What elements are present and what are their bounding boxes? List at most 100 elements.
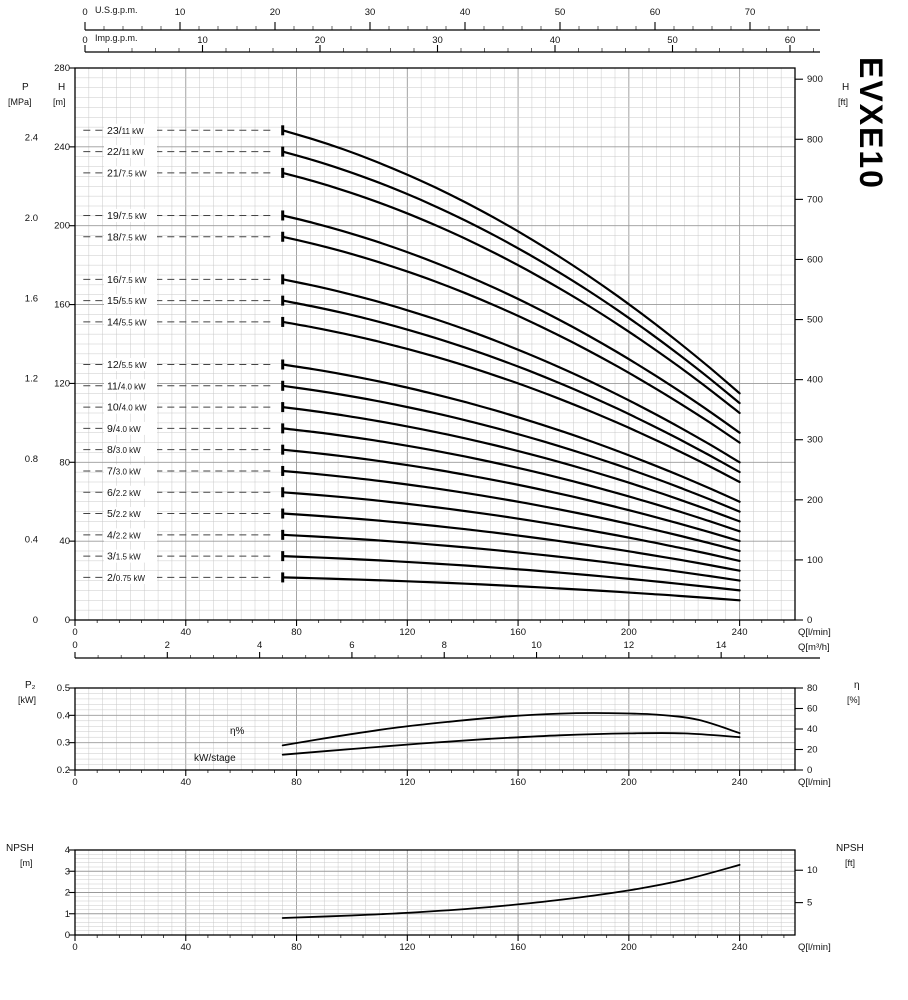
tick-label: 0 (72, 640, 77, 651)
tick-label: 40 (180, 942, 191, 953)
tick-label: 2.0 (25, 213, 38, 224)
stage-leaders: 23/11 kW 22/11 kW 21/7.5 kW 19/7.5 kW 18/7.5… (83, 123, 272, 584)
tick-label: 80 (291, 627, 302, 638)
tick-label: 900 (807, 74, 823, 85)
us-gpm-axis-label: U.S.g.p.m. (95, 5, 138, 15)
x-axis-unit-label: Q[l/min] (798, 942, 831, 953)
main-axes: 0408012016020024028000.40.81.21.62.02.40… (25, 63, 831, 659)
kw-curve-label: kW/stage (194, 753, 236, 764)
tick-label: 1.6 (25, 293, 38, 304)
tick-label: 60 (650, 7, 661, 18)
tick-label: 0 (72, 942, 77, 953)
npsh-curve (281, 864, 741, 919)
pressure-axis-unit: [MPa] (8, 97, 32, 107)
tick-label: 2 (65, 888, 70, 899)
tick-label: 200 (621, 627, 637, 638)
tick-label: 6 (349, 640, 354, 651)
stage-curve-label: 22/11 kW (107, 146, 144, 158)
stage-curve-label: 15/5.5 kW (107, 295, 147, 307)
head-right-axis-unit: [ft] (838, 97, 849, 107)
x2-axis-unit-label: Q[m³/h] (798, 642, 830, 653)
tick-label: 12 (624, 640, 635, 651)
stage-curve-label: 10/4.0 kW (107, 402, 147, 414)
stage-curve-label: 4/2.2 kW (107, 529, 141, 541)
tick-label: 30 (365, 7, 376, 18)
tick-label: 0 (72, 777, 77, 788)
tick-label: 0 (65, 930, 70, 941)
head-right-axis-label: H (842, 82, 850, 93)
tick-label: 120 (399, 627, 415, 638)
tick-label: 80 (291, 942, 302, 953)
tick-label: 500 (807, 315, 823, 326)
tick-label: 200 (54, 221, 70, 232)
eta-axis-label: η (854, 680, 860, 691)
tick-label: 0.5 (57, 683, 70, 694)
tick-label: 10 (175, 7, 186, 18)
tick-label: 160 (510, 777, 526, 788)
stage-curve-label: 8/3.0 kW (107, 444, 141, 456)
tick-label: 0.4 (57, 710, 70, 721)
stage-curve-label: 11/4.0 kW (107, 380, 146, 392)
tick-label: 50 (555, 7, 566, 18)
npsh-left-axis-label: NPSH (6, 843, 34, 854)
tick-label: 240 (732, 777, 748, 788)
tick-label: 80 (291, 777, 302, 788)
tick-label: 0 (33, 615, 38, 626)
tick-label: 160 (510, 942, 526, 953)
tick-label: 3 (65, 866, 70, 877)
tick-label: 5 (807, 898, 812, 909)
npsh-right-axis-label: NPSH (836, 843, 864, 854)
tick-label: 400 (807, 375, 823, 386)
tick-label: 80 (807, 683, 818, 694)
stage-curve-label: 23/11 kW (107, 125, 144, 137)
tick-label: 20 (807, 745, 818, 756)
stage-curve-label: 21/7.5 kW (107, 167, 147, 179)
eta-axis-unit: [%] (847, 695, 861, 705)
performance-curves (281, 712, 741, 756)
tick-label: 200 (621, 777, 637, 788)
tick-label: 40 (460, 7, 471, 18)
stage-curve-label: 19/7.5 kW (107, 210, 147, 222)
tick-label: 2.4 (25, 132, 38, 143)
tick-label: 120 (399, 942, 415, 953)
stage-curve-label: 14/5.5 kW (107, 316, 147, 328)
tick-label: 280 (54, 63, 70, 74)
tick-label: 160 (54, 300, 70, 311)
tick-label: 300 (807, 435, 823, 446)
pump-curves (281, 125, 741, 602)
tick-label: 0.8 (25, 454, 38, 465)
tick-label: 10 (531, 640, 542, 651)
tick-label: 40 (550, 35, 561, 46)
stage-curve-label: 6/2.2 kW (107, 487, 141, 499)
tick-label: 1.2 (25, 374, 38, 385)
tick-label: 60 (807, 704, 818, 715)
tick-label: 100 (807, 555, 823, 566)
tick-label: 0.3 (57, 738, 70, 749)
npsh-right-axis-unit: [ft] (845, 858, 856, 868)
tick-label: 240 (54, 142, 70, 153)
tick-label: 10 (197, 35, 208, 46)
tick-label: 0 (807, 615, 812, 626)
head-axis-label: H (58, 82, 66, 93)
stage-curve-label: 16/7.5 kW (107, 274, 147, 286)
x-axis-unit-label: Q[l/min] (798, 627, 831, 638)
tick-label: 20 (315, 35, 326, 46)
imp-gpm-axis-label: Imp.g.p.m. (95, 33, 138, 43)
stage-curve-label: 3/1.5 kW (107, 551, 141, 563)
top-flow-rulers: 0 10 20 30 40 50 60 70 0 10 20 30 40 50 60 (82, 7, 820, 53)
tick-label: 1 (65, 909, 70, 920)
tick-label: 0 (82, 35, 87, 46)
tick-label: 200 (807, 495, 823, 506)
tick-label: 4 (257, 640, 262, 651)
tick-label: 160 (510, 627, 526, 638)
tick-label: 8 (442, 640, 447, 651)
tick-label: 0.2 (57, 765, 70, 776)
p2-axis-unit: [kW] (18, 695, 36, 705)
npsh-left-axis-unit: [m] (20, 858, 33, 868)
tick-label: 0 (65, 615, 70, 626)
tick-label: 600 (807, 254, 823, 265)
